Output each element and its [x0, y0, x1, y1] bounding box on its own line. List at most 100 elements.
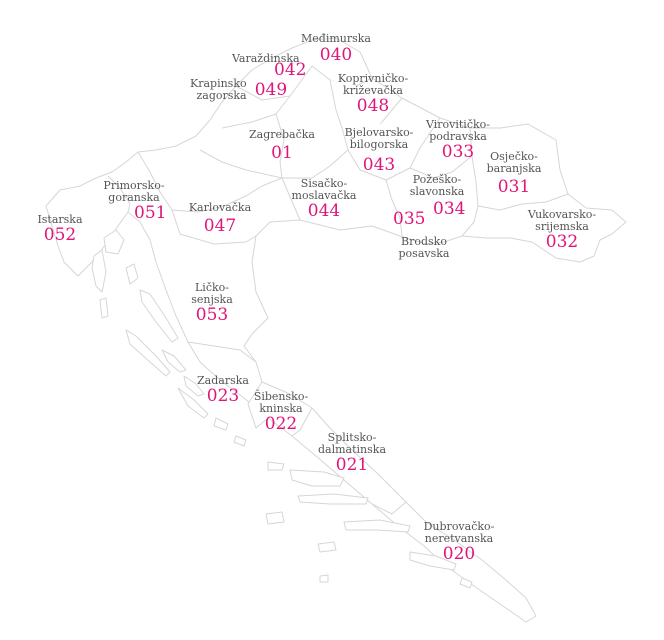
county-code-wrap-varazdinska: 042 — [274, 61, 306, 80]
island-pag — [139, 289, 179, 343]
county-border — [409, 155, 473, 179]
county-code-licko: 053 — [195, 305, 229, 325]
county-code-dubrovacko: 020 — [442, 544, 476, 564]
county-label-sibensko: Šibensko- kninska 022 — [250, 391, 312, 434]
county-name-bjelovarsko: Bjelovarsko- bilogorska — [344, 126, 414, 151]
county-label-zadarska: Zadarska 023 — [190, 375, 256, 406]
croatia-mainland-outline — [45, 37, 627, 623]
county-border — [199, 149, 283, 179]
county-border — [171, 177, 283, 213]
island-small-1 — [213, 417, 229, 431]
county-code-zagrebacka: 01 — [271, 143, 293, 163]
county-label-vukovarsko: Vukovarsko- srijemska 032 — [520, 209, 604, 252]
county-code-sibensko: 022 — [264, 414, 298, 434]
county-name-sisacko: Sisačko- moslavačka — [291, 177, 357, 202]
county-code-sisacko: 044 — [307, 201, 341, 221]
county-label-istarska: Istarska 052 — [28, 214, 92, 245]
island-small-3 — [319, 574, 329, 583]
county-code-medimurska: 040 — [319, 45, 353, 65]
island-pasman — [183, 375, 205, 397]
county-label-bjelovarsko: Bjelovarsko- bilogorska 043 — [336, 127, 422, 175]
county-label-licko: Ličko- senjska 053 — [178, 282, 246, 325]
county-border — [282, 149, 349, 179]
county-name-primorsko: Primorsko- goranska — [103, 179, 165, 204]
county-name-krapinsko: Krapinsko zagorska — [190, 77, 247, 102]
county-label-brodsko: Brodsko posavska — [384, 236, 464, 260]
county-border — [477, 193, 569, 211]
island-cres — [91, 249, 107, 293]
county-label-primorsko: Primorsko- goranska — [96, 180, 172, 204]
island-ugljan — [161, 349, 187, 373]
county-name-dubrovacko: Dubrovačko- neretvanska — [423, 520, 495, 545]
county-label-osjecko: Osječko- baranjska 031 — [476, 151, 552, 197]
county-name-viroviticko: Virovitičko- podravska — [426, 118, 490, 143]
county-code-wrap-pozesko: 034 — [433, 200, 465, 219]
county-label-splitsko: Splitsko- dalmatinska 021 — [312, 432, 392, 475]
county-name-karlovacka: Karlovačka — [188, 201, 252, 214]
county-name-zadarska: Zadarska — [197, 374, 249, 387]
county-label-sisacko: Sisačko- moslavačka 044 — [284, 178, 364, 221]
county-code-wrap-primorsko: 051 — [134, 204, 166, 223]
county-border — [291, 407, 313, 437]
county-name-varazdinska: Varaždinska — [232, 51, 300, 65]
county-code-splitsko: 021 — [335, 455, 369, 475]
island-lastovo — [317, 541, 337, 553]
county-code-istarska: 052 — [43, 225, 77, 245]
island-korcula — [343, 519, 411, 533]
island-mljet — [409, 551, 457, 571]
island-kornati — [177, 387, 209, 419]
county-name-vukovarsko: Vukovarsko- srijemska — [527, 208, 597, 233]
county-label-varazdinska: Varaždinska — [232, 48, 300, 67]
county-label-medimurska: Međimurska 040 — [296, 33, 376, 65]
county-border — [107, 175, 131, 213]
county-name-medimurska: Međimurska — [301, 32, 371, 45]
county-label-karlovacka: Karlovačka 047 — [180, 202, 260, 236]
county-border — [137, 151, 257, 245]
county-name-zagrebacka: Zagrebačka — [249, 128, 315, 141]
county-border — [247, 381, 269, 429]
island-dugi-otok — [125, 329, 171, 377]
county-code-zadarska: 023 — [206, 386, 240, 406]
county-code-primorsko: 051 — [134, 203, 167, 223]
county-border — [221, 95, 291, 129]
county-code-vukovarsko: 032 — [545, 232, 579, 252]
county-code-varazdinska: 042 — [274, 60, 307, 80]
county-name-licko: Ličko- senjska — [191, 281, 233, 306]
county-code-bjelovarsko: 043 — [362, 155, 396, 175]
county-code-krapinsko: 049 — [254, 79, 288, 100]
island-vis — [265, 511, 285, 525]
county-name-istarska: Istarska — [37, 213, 83, 226]
county-border — [461, 127, 479, 237]
county-code-pozesko: 034 — [433, 199, 466, 219]
island-losinj — [99, 297, 109, 319]
county-code-koprivnicko: 048 — [356, 96, 390, 116]
county-border — [275, 113, 301, 221]
island-small-4 — [459, 577, 473, 589]
county-label-pozesko: Požeško- slavonska — [400, 174, 474, 198]
county-border — [371, 501, 407, 515]
county-name-pozesko: Požeško- slavonska — [409, 173, 465, 198]
county-name-koprivnicko: Koprivničko- križevačka — [337, 72, 409, 97]
county-label-krapinsko: Krapinsko zagorska 049 — [190, 78, 287, 102]
island-small-2 — [233, 435, 247, 447]
county-code-wrap-brodsko: 035 — [393, 210, 425, 229]
island-rab — [125, 263, 139, 285]
county-label-zagrebacka: Zagrebačka 01 — [244, 129, 320, 163]
island-krk — [103, 229, 125, 255]
county-code-viroviticko: 033 — [441, 142, 475, 162]
county-name-sibensko: Šibensko- kninska — [253, 390, 309, 415]
county-label-viroviticko: Virovitičko- podravska 033 — [418, 119, 498, 162]
county-name-osjecko: Osječko- baranjska — [486, 150, 542, 175]
county-border — [187, 341, 257, 363]
county-code-osjecko: 031 — [497, 177, 531, 197]
county-name-brodsko: Brodsko posavska — [398, 235, 450, 260]
county-code-brodsko: 035 — [393, 209, 426, 229]
island-solta — [267, 461, 285, 471]
county-label-dubrovacko: Dubrovačko- neretvanska 020 — [414, 521, 504, 564]
county-label-koprivnicko: Koprivničko- križevačka 048 — [330, 73, 416, 116]
county-border — [235, 65, 313, 101]
county-border — [385, 179, 403, 237]
island-hvar — [297, 493, 369, 505]
